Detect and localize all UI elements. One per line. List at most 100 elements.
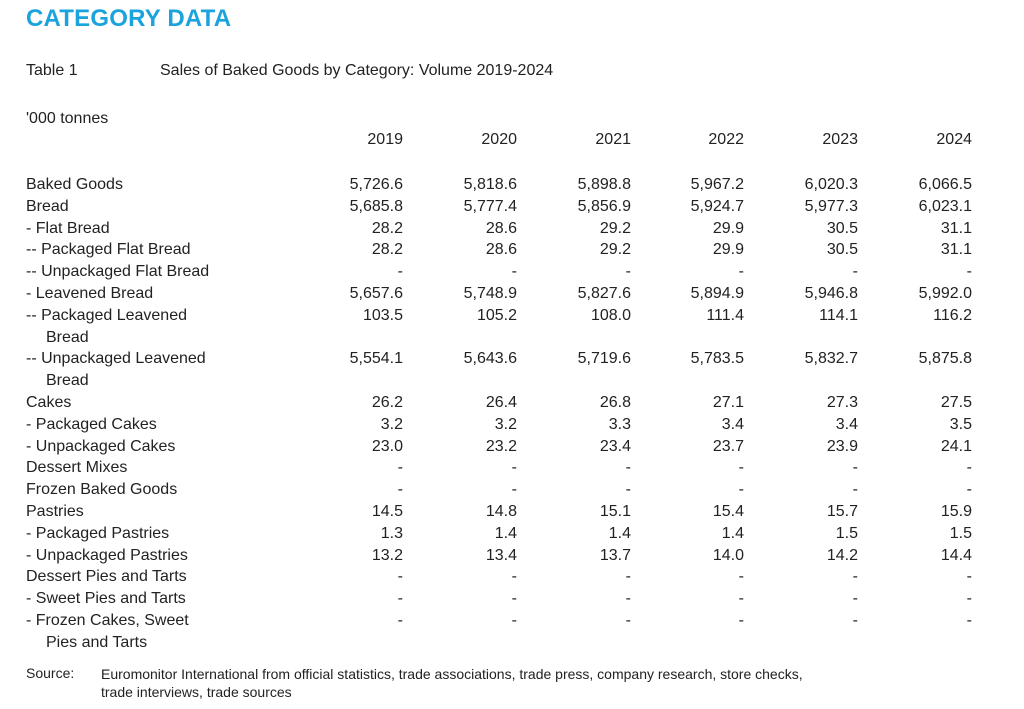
table-row: - Sweet Pies and Tarts - - - - - - [0,588,1024,610]
row-label: Cakes [26,392,261,414]
table-cell: 28.2 [371,241,403,259]
table-cell: 5,827.6 [577,284,631,302]
table-cell: 5,748.9 [463,284,517,302]
table-cell: 14.5 [371,502,403,520]
row-label-text: Dessert Pies and Tarts [26,568,187,586]
row-label: - Frozen Cakes, Sweet Pies and Tarts [26,610,261,654]
table-cell: 23.0 [371,437,403,455]
table-cell: 15.1 [599,502,631,520]
row-label-text: - Unpackaged Pastries [26,546,188,564]
row-label: -- Unpackaged Leavened Bread [26,348,261,392]
page-heading: CATEGORY DATA [26,5,232,32]
year-header-row: 2019 2020 2021 2022 2023 2024 [0,131,1024,153]
table-cell: 3.2 [494,415,517,433]
row-label-text: -- Unpackaged Flat Bread [26,263,210,281]
row-label-text: -- Unpackaged Leavened [26,350,206,368]
table-row: Pastries 14.5 14.8 15.1 15.4 15.7 15.9 [0,501,1024,523]
table-cell: 103.5 [362,306,403,324]
table-cell: 30.5 [826,241,858,259]
table-cell: 24.1 [940,437,972,455]
table-row: -- Packaged Leavened Bread 103.5 105.2 108.0… [0,305,1024,349]
table-cell: 23.9 [826,437,858,455]
table-cell: - [625,590,631,608]
table-row: Dessert Mixes - - - - - - [0,457,1024,479]
row-label-continuation: Bread [46,372,89,390]
row-label: Baked Goods [26,174,261,196]
table-cell: 1.4 [721,524,744,542]
table-cell: 15.7 [826,502,858,520]
table-cell: 15.9 [940,502,972,520]
row-label: Dessert Mixes [26,457,261,479]
table-row: -- Unpackaged Leavened Bread 5,554.1 5,643.… [0,348,1024,392]
table-cell: - [511,263,517,281]
table-cell: - [966,568,972,586]
row-label-text: - Packaged Pastries [26,524,170,542]
table-row: - Flat Bread 28.2 28.6 29.2 29.9 30.5 31.1 [0,218,1024,240]
table-row: Frozen Baked Goods - - - - - - [0,479,1024,501]
row-label-continuation: Bread [46,328,89,346]
table-cell: 27.1 [712,393,744,411]
row-label-text: Cakes [26,393,72,411]
table-title: Sales of Baked Goods by Category: Volume… [160,62,554,79]
table-cell: 23.4 [599,437,631,455]
table-cell: - [397,263,403,281]
table-cell: 13.4 [485,546,517,564]
table-cell: 3.2 [380,415,403,433]
table-row: -- Packaged Flat Bread 28.2 28.6 29.2 29.9 30… [0,239,1024,261]
table-unit: '000 tonnes [26,110,109,127]
table-cell: - [397,568,403,586]
year-header: 2019 [367,131,403,148]
source-text: Euromonitor International from official … [101,666,803,700]
row-label: - Unpackaged Pastries [26,545,261,567]
table-row: - Unpackaged Pastries 13.2 13.4 13.7 14.0 14.… [0,545,1024,567]
table-cell: - [738,481,744,499]
table-cell: 5,992.0 [918,284,972,302]
table-row: - Unpackaged Cakes 23.0 23.2 23.4 23.7 23.9 24… [0,436,1024,458]
table-cell: 6,023.1 [918,197,972,215]
table-cell: 3.4 [721,415,744,433]
table-cell: - [852,459,858,477]
row-label-text: - Flat Bread [26,219,110,237]
table-cell: 5,856.9 [577,197,631,215]
row-label: - Flat Bread [26,218,261,240]
row-label: -- Packaged Flat Bread [26,239,261,261]
data-table-body: Baked Goods 5,726.6 5,818.6 5,898.8 5,967.2 6… [0,174,1024,654]
table-cell: 5,657.6 [349,284,403,302]
table-cell: 15.4 [712,502,744,520]
table-cell: - [625,459,631,477]
table-cell: - [852,263,858,281]
table-cell: 5,554.1 [349,350,403,368]
table-row: Baked Goods 5,726.6 5,818.6 5,898.8 5,967.2 6… [0,174,1024,196]
table-cell: - [738,263,744,281]
row-label-text: Baked Goods [26,176,123,193]
row-label: Bread [26,196,261,218]
table-cell: 5,719.6 [577,350,631,368]
row-label-text: - Packaged Cakes [26,415,157,433]
table-cell: 14.2 [826,546,858,564]
table-cell: 26.4 [485,393,517,411]
table-cell: - [625,263,631,281]
table-cell: 5,946.8 [804,284,858,302]
table-cell: 29.9 [712,219,744,237]
table-cell: 108.0 [590,306,631,324]
table-cell: 105.2 [476,306,517,324]
year-header: 2020 [481,131,517,148]
table-cell: - [625,611,631,629]
source-label: Source: [26,665,75,681]
table-row: - Frozen Cakes, Sweet Pies and Tarts - - - - -… [0,610,1024,654]
table-cell: 23.2 [485,437,517,455]
table-cell: 1.4 [494,524,517,542]
table-cell: 5,967.2 [690,176,744,193]
table-cell: - [511,459,517,477]
table-cell: 5,875.8 [918,350,972,368]
row-label: - Unpackaged Cakes [26,436,261,458]
table-cell: 5,783.5 [690,350,744,368]
table-cell: 5,898.8 [577,176,631,193]
table-cell: 31.1 [940,241,972,259]
table-cell: - [625,481,631,499]
table-row: - Packaged Cakes 3.2 3.2 3.3 3.4 3.4 3.5 [0,414,1024,436]
table-cell: - [966,263,972,281]
table-cell: 28.2 [371,219,403,237]
table-cell: - [511,590,517,608]
table-cell: 5,685.8 [349,197,403,215]
